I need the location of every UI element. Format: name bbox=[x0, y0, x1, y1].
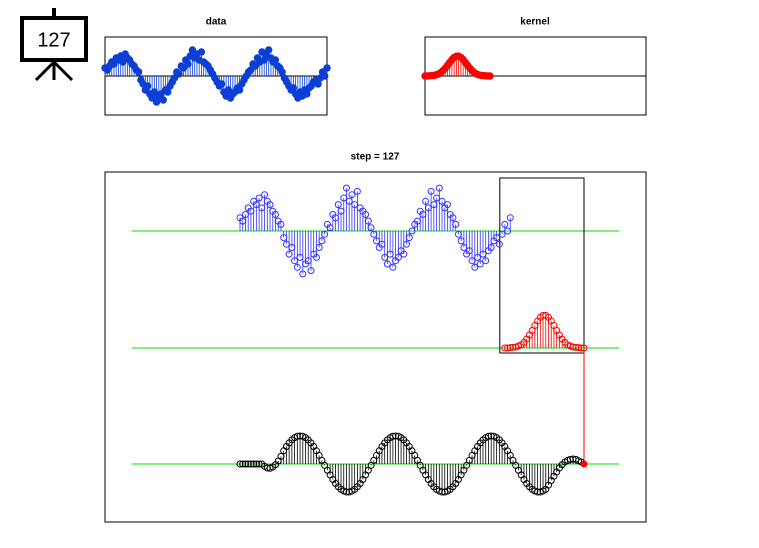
panel-title: kernel bbox=[520, 17, 550, 28]
stem-marker bbox=[501, 344, 509, 352]
stem-marker bbox=[321, 230, 329, 238]
stem-marker bbox=[498, 230, 506, 238]
stem-marker bbox=[487, 244, 495, 251]
badge-leg bbox=[34, 60, 56, 82]
stem-marker bbox=[348, 191, 356, 199]
stem-marker bbox=[134, 68, 143, 76]
stem-marker bbox=[293, 263, 301, 271]
stem-marker bbox=[575, 344, 583, 352]
stem-marker bbox=[495, 240, 503, 248]
stem-marker bbox=[241, 460, 249, 468]
stem-marker bbox=[184, 60, 192, 68]
stem-marker bbox=[486, 72, 494, 80]
stem-marker bbox=[266, 201, 274, 209]
stem-marker bbox=[383, 260, 391, 268]
stem-marker bbox=[258, 48, 266, 56]
stem-marker bbox=[580, 460, 588, 468]
stem-marker bbox=[580, 344, 588, 352]
stem-marker bbox=[323, 64, 331, 72]
stem-marker bbox=[427, 187, 435, 195]
stem-marker bbox=[224, 86, 233, 94]
stem-marker bbox=[334, 201, 342, 209]
stem-marker bbox=[321, 72, 329, 80]
stem-marker bbox=[236, 460, 244, 468]
stem-marker bbox=[471, 263, 479, 271]
stem-marker bbox=[285, 250, 293, 258]
stem-marker bbox=[353, 187, 361, 195]
stem-marker bbox=[364, 217, 372, 225]
stem-marker bbox=[271, 56, 280, 64]
stem-marker bbox=[197, 48, 206, 56]
badge-number: 127 bbox=[37, 29, 70, 51]
stem-marker bbox=[217, 80, 226, 88]
stem-marker bbox=[261, 191, 269, 199]
stem-marker bbox=[318, 237, 326, 245]
stem-marker bbox=[175, 70, 183, 78]
panel-title: step = 127 bbox=[351, 152, 400, 163]
step-panel bbox=[104, 171, 647, 523]
stem-marker bbox=[278, 68, 286, 76]
stem-marker bbox=[314, 80, 322, 88]
stem-marker bbox=[501, 220, 509, 228]
stem-marker bbox=[164, 88, 172, 96]
stem-marker bbox=[400, 250, 408, 258]
stem-marker bbox=[235, 86, 244, 94]
stem-marker bbox=[506, 214, 514, 222]
stem-marker bbox=[438, 197, 446, 205]
stem-marker bbox=[362, 211, 370, 218]
stem-marker bbox=[315, 244, 323, 251]
stem-marker bbox=[188, 46, 197, 54]
stem-marker bbox=[247, 460, 255, 468]
stem-marker bbox=[271, 211, 279, 218]
stem-marker bbox=[389, 263, 397, 271]
stem-marker bbox=[443, 201, 451, 209]
stem-marker bbox=[435, 184, 443, 192]
stem-marker bbox=[255, 194, 263, 202]
stem-marker bbox=[307, 267, 315, 275]
panel-title: data bbox=[206, 17, 227, 28]
kernel-window bbox=[499, 177, 585, 354]
stem-marker bbox=[405, 234, 413, 242]
stem-marker bbox=[476, 260, 484, 268]
stem-marker bbox=[299, 270, 307, 278]
stem-marker bbox=[577, 344, 585, 352]
stem-marker bbox=[252, 460, 260, 468]
stem-marker bbox=[152, 98, 161, 106]
stem-marker bbox=[159, 96, 168, 104]
stem-marker bbox=[422, 197, 430, 205]
stem-marker bbox=[449, 214, 457, 222]
stem-marker bbox=[250, 460, 258, 468]
stem-marker bbox=[452, 220, 460, 228]
stem-marker bbox=[251, 62, 259, 70]
stem-marker bbox=[143, 82, 152, 90]
badge-leg bbox=[52, 60, 74, 82]
stem-marker bbox=[394, 253, 402, 261]
stem-marker bbox=[244, 460, 252, 468]
stem-marker bbox=[482, 257, 490, 265]
stem-marker bbox=[239, 460, 247, 468]
stem-marker bbox=[342, 184, 350, 192]
stem-marker bbox=[403, 240, 411, 248]
stem-marker bbox=[264, 46, 273, 54]
stem-marker bbox=[119, 58, 127, 66]
stem-marker bbox=[150, 88, 159, 96]
stem-marker bbox=[277, 220, 285, 228]
stem-marker bbox=[312, 253, 320, 261]
stem-marker bbox=[367, 224, 375, 232]
stem-marker bbox=[303, 90, 311, 98]
slide-badge: 127 bbox=[20, 8, 88, 82]
stem-marker bbox=[179, 64, 188, 72]
